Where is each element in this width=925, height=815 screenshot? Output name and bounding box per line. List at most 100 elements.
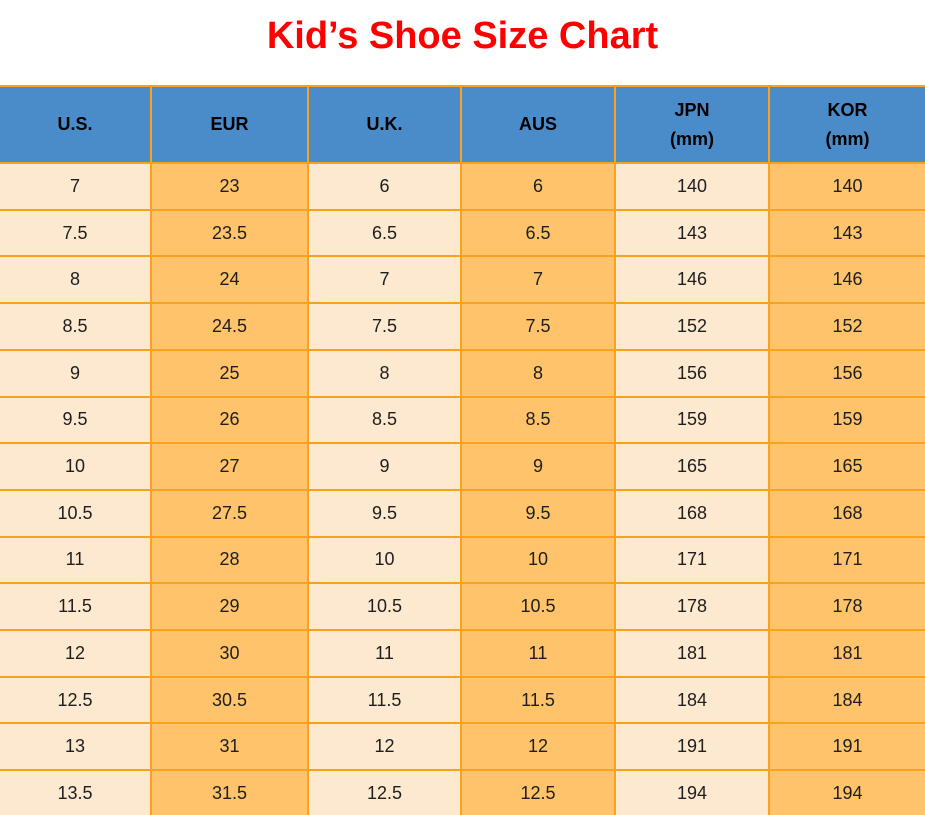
cell-kor: 171	[768, 535, 925, 585]
cell-uk: 10.5	[307, 582, 462, 632]
cell-us: 12	[0, 629, 152, 678]
cell-us: 11.5	[0, 582, 152, 632]
cell-jpn: 168	[614, 488, 770, 538]
cell-kor: 152	[768, 302, 925, 351]
cell-eur: 30	[150, 629, 309, 678]
table-row: 12.5 30.5 11.5 11.5 184 184	[0, 675, 925, 725]
cell-jpn: 159	[614, 395, 770, 445]
page-title: Kid’s Shoe Size Chart	[266, 15, 659, 57]
table-header: U.S. EUR U.K. AUS JPN (mm) KOR (mm)	[0, 85, 925, 164]
cell-jpn: 143	[614, 208, 770, 258]
cell-eur: 24.5	[150, 302, 309, 351]
cell-jpn: 194	[614, 769, 770, 815]
cell-aus: 10	[460, 535, 616, 585]
column-header-eur: EUR	[150, 85, 309, 164]
cell-kor: 184	[768, 675, 925, 725]
cell-uk: 6.5	[307, 208, 462, 258]
cell-kor: 159	[768, 395, 925, 445]
cell-us: 11	[0, 535, 152, 585]
table-row: 8 24 7 7 146 146	[0, 255, 925, 305]
cell-aus: 6.5	[460, 208, 616, 258]
cell-jpn: 152	[614, 302, 770, 351]
cell-kor: 146	[768, 255, 925, 305]
table-row: 10.5 27.5 9.5 9.5 168 168	[0, 488, 925, 538]
table-row: 12 30 11 11 181 181	[0, 629, 925, 678]
cell-us: 10.5	[0, 488, 152, 538]
cell-eur: 31.5	[150, 769, 309, 815]
cell-aus: 7	[460, 255, 616, 305]
cell-aus: 11.5	[460, 675, 616, 725]
cell-kor: 178	[768, 582, 925, 632]
table-row: 8.5 24.5 7.5 7.5 152 152	[0, 302, 925, 351]
cell-us: 12.5	[0, 675, 152, 725]
cell-eur: 30.5	[150, 675, 309, 725]
cell-eur: 27	[150, 442, 309, 491]
cell-uk: 11.5	[307, 675, 462, 725]
cell-jpn: 156	[614, 348, 770, 398]
cell-eur: 23.5	[150, 208, 309, 258]
column-header-us: U.S.	[0, 85, 152, 164]
table-row: 13.5 31.5 12.5 12.5 194 194	[0, 769, 925, 815]
cell-jpn: 178	[614, 582, 770, 632]
header-row: U.S. EUR U.K. AUS JPN (mm) KOR (mm)	[0, 85, 925, 164]
cell-uk: 9.5	[307, 488, 462, 538]
cell-eur: 31	[150, 722, 309, 772]
cell-kor: 194	[768, 769, 925, 815]
column-header-aus: AUS	[460, 85, 616, 164]
cell-aus: 11	[460, 629, 616, 678]
cell-us: 9	[0, 348, 152, 398]
column-header-kor: KOR (mm)	[768, 85, 925, 164]
cell-kor: 143	[768, 208, 925, 258]
cell-aus: 10.5	[460, 582, 616, 632]
cell-us: 7	[0, 162, 152, 211]
table-row: 7 23 6 6 140 140	[0, 162, 925, 211]
table-row: 9.5 26 8.5 8.5 159 159	[0, 395, 925, 445]
cell-aus: 8	[460, 348, 616, 398]
table-row: 11.5 29 10.5 10.5 178 178	[0, 582, 925, 632]
size-table-body: 7 23 6 6 140 140 7.5 23.5 6.5 6.5 143 143 8 24 7 7 146 14…	[0, 162, 925, 815]
cell-eur: 29	[150, 582, 309, 632]
cell-us: 13	[0, 722, 152, 772]
cell-uk: 12.5	[307, 769, 462, 815]
cell-uk: 8	[307, 348, 462, 398]
cell-jpn: 140	[614, 162, 770, 211]
cell-uk: 7.5	[307, 302, 462, 351]
cell-uk: 12	[307, 722, 462, 772]
table-row: 9 25 8 8 156 156	[0, 348, 925, 398]
shoe-size-table: U.S. EUR U.K. AUS JPN (mm) KOR (mm) 7 23 6…	[0, 85, 925, 815]
table-row: 10 27 9 9 165 165	[0, 442, 925, 491]
cell-eur: 26	[150, 395, 309, 445]
cell-us: 10	[0, 442, 152, 491]
cell-eur: 27.5	[150, 488, 309, 538]
cell-us: 7.5	[0, 208, 152, 258]
cell-aus: 9.5	[460, 488, 616, 538]
cell-kor: 140	[768, 162, 925, 211]
cell-uk: 6	[307, 162, 462, 211]
cell-kor: 156	[768, 348, 925, 398]
cell-jpn: 146	[614, 255, 770, 305]
cell-aus: 7.5	[460, 302, 616, 351]
cell-jpn: 191	[614, 722, 770, 772]
cell-aus: 9	[460, 442, 616, 491]
cell-uk: 10	[307, 535, 462, 585]
cell-uk: 9	[307, 442, 462, 491]
cell-uk: 11	[307, 629, 462, 678]
cell-eur: 25	[150, 348, 309, 398]
table-row: 11 28 10 10 171 171	[0, 535, 925, 585]
cell-kor: 191	[768, 722, 925, 772]
cell-kor: 165	[768, 442, 925, 491]
cell-uk: 8.5	[307, 395, 462, 445]
cell-jpn: 181	[614, 629, 770, 678]
cell-aus: 12.5	[460, 769, 616, 815]
cell-kor: 181	[768, 629, 925, 678]
cell-us: 9.5	[0, 395, 152, 445]
cell-eur: 23	[150, 162, 309, 211]
cell-aus: 6	[460, 162, 616, 211]
table-row: 13 31 12 12 191 191	[0, 722, 925, 772]
cell-jpn: 171	[614, 535, 770, 585]
cell-jpn: 165	[614, 442, 770, 491]
cell-jpn: 184	[614, 675, 770, 725]
column-header-jpn: JPN (mm)	[614, 85, 770, 164]
column-header-uk: U.K.	[307, 85, 462, 164]
